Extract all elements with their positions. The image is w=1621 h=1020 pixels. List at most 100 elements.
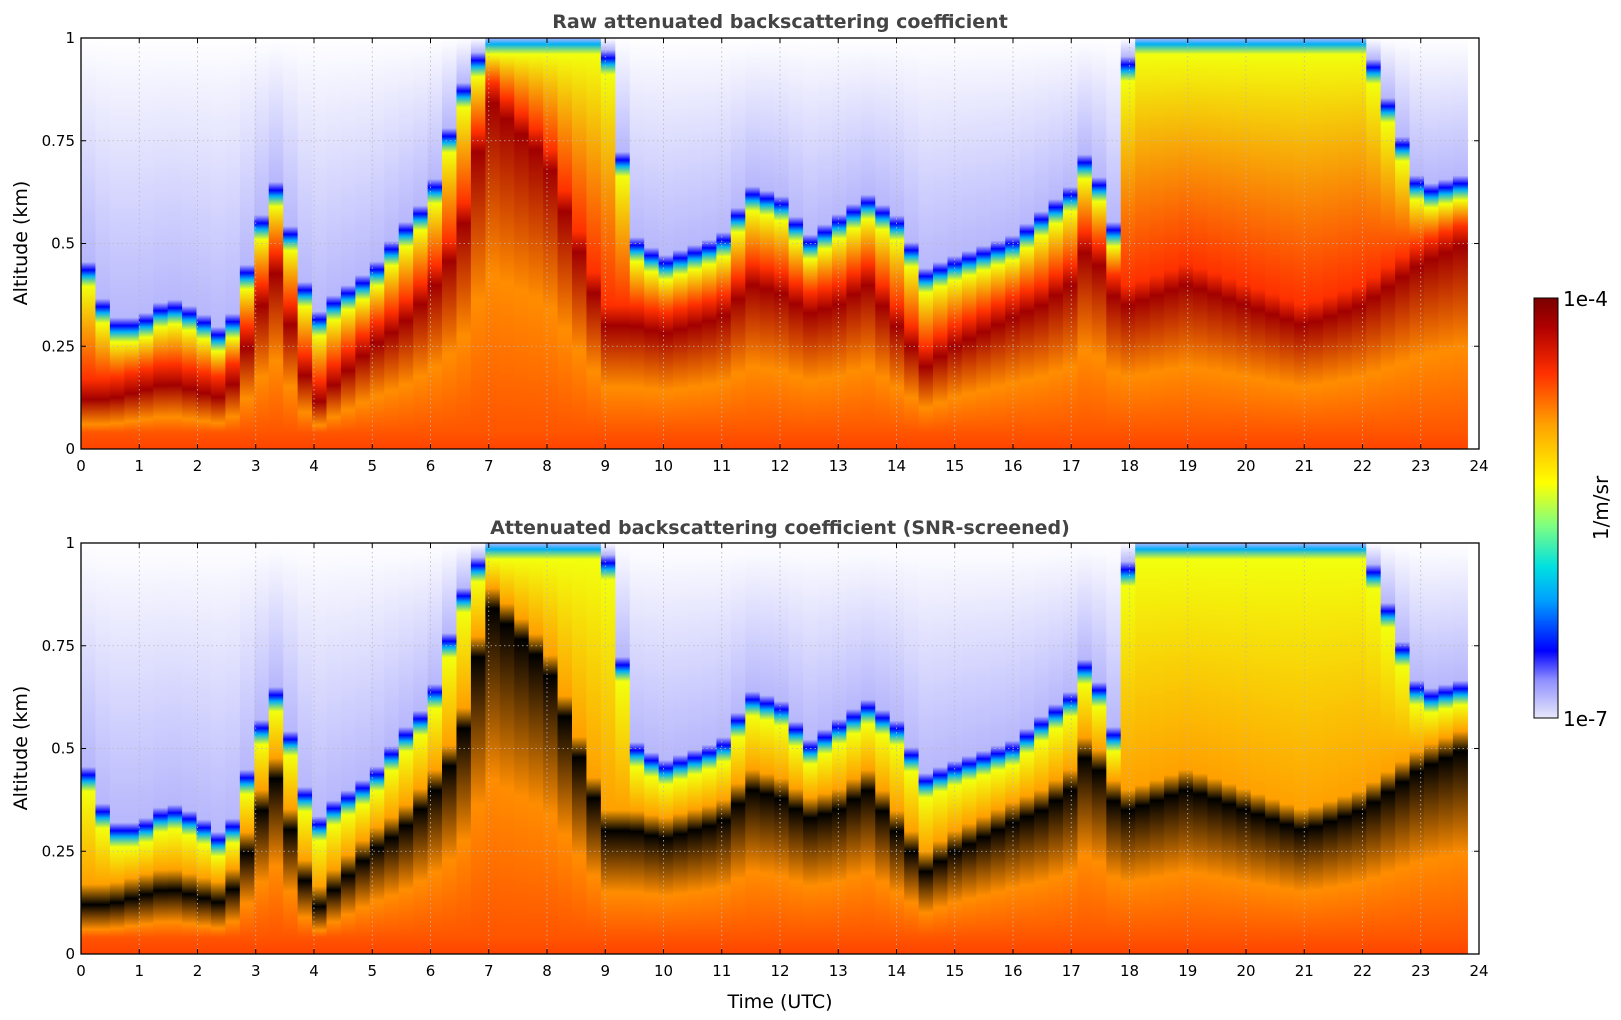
x-tick-label: 10 xyxy=(654,457,673,475)
heatmap-column xyxy=(644,38,660,449)
x-tick-label: 21 xyxy=(1295,962,1314,980)
x-tick-label: 13 xyxy=(829,457,848,475)
heatmap-column xyxy=(701,543,718,954)
heatmap-column xyxy=(153,543,169,954)
heatmap-column xyxy=(1120,543,1136,954)
heatmap-column xyxy=(1265,38,1281,449)
heatmap-column xyxy=(774,543,790,954)
x-tick-label: 6 xyxy=(426,962,436,980)
x-tick-label: 8 xyxy=(542,457,552,475)
x-tick-label: 20 xyxy=(1236,457,1255,475)
x-tick-label: 3 xyxy=(251,962,261,980)
heatmap-column xyxy=(759,543,775,954)
heatmap-column xyxy=(904,38,920,449)
heatmap-column xyxy=(225,543,241,954)
heatmap-column xyxy=(1106,543,1122,954)
heatmap-column xyxy=(1250,543,1266,954)
y-tick-labels: 0 0.25 0.5 0.75 1 xyxy=(42,29,1479,458)
y-tick-label: 1 xyxy=(65,534,75,552)
x-tick-label: 20 xyxy=(1236,962,1255,980)
raw-backscatter-panel: Raw attenuated backscattering coefficien… xyxy=(10,11,1489,475)
heatmap-column xyxy=(297,543,313,954)
heatmap-column xyxy=(629,38,645,449)
x-tick-label: 2 xyxy=(193,962,203,980)
x-tick-label: 8 xyxy=(542,962,552,980)
colorbar-unit-label: 1/m/sr xyxy=(1589,475,1613,540)
x-tick-label: 9 xyxy=(600,962,610,980)
snr-screened-panel: Attenuated backscattering coefficient (S… xyxy=(10,517,1489,1013)
x-tick-label: 24 xyxy=(1469,962,1488,980)
heatmap-column xyxy=(572,543,588,954)
heatmap-column xyxy=(1395,38,1411,449)
panel-title: Raw attenuated backscattering coefficien… xyxy=(552,11,1008,33)
x-tick-label: 5 xyxy=(367,962,377,980)
heatmap-column xyxy=(355,38,371,449)
x-tick-label: 13 xyxy=(829,962,848,980)
x-tick-label: 24 xyxy=(1469,457,1488,475)
heatmap-column xyxy=(831,543,847,954)
heatmap-column xyxy=(1048,543,1064,954)
heatmap-column xyxy=(557,38,573,449)
heatmap-column xyxy=(283,543,299,954)
x-tick-label: 4 xyxy=(309,457,319,475)
heatmap-column xyxy=(499,543,515,954)
y-tick-labels: 0 0.25 0.5 0.75 1 xyxy=(42,534,1479,963)
heatmap-column xyxy=(557,543,573,954)
x-tick-label: 11 xyxy=(712,457,731,475)
heatmap-column xyxy=(831,38,847,449)
x-tick-label: 9 xyxy=(600,457,610,475)
heatmap-column xyxy=(355,543,371,954)
heatmap-column xyxy=(1250,38,1266,449)
heatmap-column xyxy=(485,543,501,954)
y-tick-label: 0.75 xyxy=(42,637,75,655)
heatmap-column xyxy=(283,38,299,449)
heatmap-column xyxy=(1452,543,1468,954)
x-tick-label: 12 xyxy=(770,457,789,475)
x-tick-label: 14 xyxy=(887,962,906,980)
heatmap-column xyxy=(976,38,992,449)
y-axis-label: Altitude (km) xyxy=(10,686,32,811)
panel-title: Attenuated backscattering coefficient (S… xyxy=(490,517,1070,539)
heatmap-column xyxy=(427,543,443,954)
heatmap-column xyxy=(759,38,775,449)
heatmap-column xyxy=(1322,38,1338,449)
grid xyxy=(81,543,1479,954)
x-tick-label: 23 xyxy=(1411,457,1430,475)
x-tick-label: 7 xyxy=(484,962,494,980)
x-tick-label: 4 xyxy=(309,962,319,980)
x-tick-label: 11 xyxy=(712,962,731,980)
y-tick-label: 0.5 xyxy=(51,740,75,758)
heatmap-column xyxy=(499,38,515,449)
heatmap-column xyxy=(153,38,169,449)
x-tick-label: 16 xyxy=(1003,962,1022,980)
heatmap-column xyxy=(846,543,862,954)
y-axis-label: Altitude (km) xyxy=(10,181,32,306)
y-tick-label: 1 xyxy=(65,29,75,47)
colorbar: 1e-4 1e-7 1/m/sr xyxy=(1533,287,1613,731)
heatmap-column xyxy=(629,543,645,954)
heatmap-column xyxy=(1106,38,1122,449)
heatmap-column xyxy=(1322,543,1338,954)
colorbar-min-label: 1e-7 xyxy=(1563,707,1608,731)
heatmap-column xyxy=(427,38,443,449)
heatmap-column xyxy=(485,38,501,449)
heatmap-column xyxy=(1178,38,1194,449)
y-tick-label: 0.75 xyxy=(42,132,75,150)
heatmap-column xyxy=(904,543,920,954)
x-tick-label: 12 xyxy=(770,962,789,980)
heatmap-column xyxy=(918,38,934,449)
x-tick-label: 22 xyxy=(1353,962,1372,980)
x-tick-label: 16 xyxy=(1003,457,1022,475)
x-tick-label: 17 xyxy=(1062,457,1081,475)
x-tick-label: 18 xyxy=(1120,457,1139,475)
heatmap-column xyxy=(1048,38,1064,449)
x-tick-labels: 0 1 2 3 4 5 6 7 8 9 10 11 12 13 14 15 16 17 18 19 20 21 22 23 24 xyxy=(76,38,1489,475)
x-tick-label: 7 xyxy=(484,457,494,475)
heatmap-column xyxy=(1120,38,1136,449)
heatmap-column xyxy=(846,38,862,449)
x-tick-label: 3 xyxy=(251,457,261,475)
heatmap-column xyxy=(701,38,718,449)
y-tick-label: 0.25 xyxy=(42,337,75,355)
heatmap-column xyxy=(1192,38,1209,449)
colorbar-scale xyxy=(1533,297,1559,719)
